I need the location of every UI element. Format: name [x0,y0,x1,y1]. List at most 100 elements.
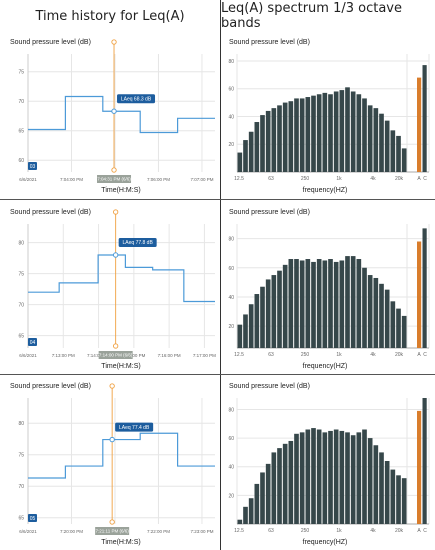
band-bar [288,101,294,172]
cursor-time-label: 7:04:31 PM (6/6) [97,177,131,182]
band-bar [277,105,282,172]
band-bar [248,131,254,172]
x-tick-label: A [417,352,421,358]
band-bar [305,429,311,524]
cursor-time-badge [98,351,133,359]
band-bar [328,94,333,172]
band-bar [362,267,367,348]
x-axis-title: Time(H:M:S) [101,539,140,546]
cursor-time-badge [97,175,132,183]
x-tick-label: C [423,352,427,358]
y-tick-label: 60 [18,158,24,164]
band-bar [305,97,311,172]
row-badge [28,338,37,346]
y-tick-label: 80 [228,237,234,243]
y-tick-label: 70 [18,99,24,105]
cursor-bottom-handle [113,343,119,349]
time-history-chart-1: Sound pressure level (dB) Time(H:M:S) 75 70… [10,39,215,194]
band-bar [260,115,265,172]
band-bar [367,438,373,524]
band-bar [265,279,271,348]
band-bar [339,90,345,172]
y-tick-label: 65 [18,129,24,135]
cursor-bottom-handle [109,519,115,525]
band-bar [294,433,299,524]
band-bar [271,275,277,348]
band-bar [294,259,299,348]
band-bar [243,314,248,348]
band-bar [311,261,316,348]
x-tick-label: 6/6/2021 [19,177,37,182]
band-bar [322,260,328,348]
x-tick-label: 20k [395,352,404,358]
time-history-chart-2: Sound pressure level (dB) Time(H:M:S) 80 75… [10,209,216,370]
band-bar [237,324,243,348]
band-bar [339,260,345,348]
y-tick-label: 40 [228,114,234,120]
x-tick-label: 250 [301,528,310,534]
band-bar [384,461,390,524]
cursor-top-handle [113,209,119,215]
band-bar [379,283,384,348]
x-tick-label: 12.5 [234,176,244,182]
x-tick-label: C [423,528,427,534]
band-bar [390,130,396,172]
y-tick-label: 20 [228,142,234,148]
x-tick-label: 7:22:00 PM [147,529,170,534]
x-tick-label: 63 [268,528,274,534]
a-weighted-bar [417,77,422,172]
x-tick-label: 12.5 [234,352,244,358]
band-bar [373,108,379,172]
y-tick-label: 75 [18,272,24,278]
band-bar [367,275,373,348]
x-tick-label: 7:13:00 PM [52,353,75,358]
row-badge-label: 05 [30,516,36,522]
x-tick-label: 7:15:00 PM [122,353,145,358]
band-bar [384,289,390,348]
band-bar [277,448,282,524]
y-tick-label: 80 [18,241,24,247]
x-tick-label: 4k [370,176,376,182]
y-tick-label: 75 [18,70,24,76]
band-bar [339,430,345,524]
x-tick-label: 63 [268,176,274,182]
x-tick-label: 12.5 [234,528,244,534]
band-bar [356,94,362,172]
band-bar [248,498,254,524]
y-tick-label: 70 [18,484,24,490]
band-bar [328,259,333,348]
band-bar [254,483,260,524]
band-bar [316,429,322,524]
column-divider [220,0,221,550]
x-axis-title: Time(H:M:S) [101,187,140,194]
x-tick-label: 7:17:00 PM [193,353,216,358]
band-bar [333,429,339,524]
y-axis-title: Sound pressure level (dB) [10,39,91,46]
band-bar [299,432,305,524]
band-bar [299,260,305,348]
x-tick-label: 250 [301,352,310,358]
band-bar [237,152,243,172]
cursor-value-badge [117,94,156,104]
x-tick-label: 6/6/2021 [19,529,37,534]
y-tick-label: 65 [18,516,24,522]
band-bar [243,506,248,524]
x-axis-title: frequency(HZ) [303,539,348,546]
a-weighted-bar [417,410,422,524]
cursor-time-label: 7:21:11 PM (6/6) [96,529,130,534]
band-bar [316,94,322,172]
band-bar [322,432,328,524]
band-bar [401,148,407,172]
band-bar [390,301,396,348]
y-tick-label: 60 [228,87,234,93]
x-tick-label: 7:04:00 PM [60,177,83,182]
cursor-value-label: LAeq 77.8 dB [123,240,154,246]
band-bar [362,98,367,172]
spectrum-chart-3: Sound pressure level (dB) frequency(HZ) 80… [228,383,430,546]
y-tick-label: 60 [228,436,234,442]
band-bar [282,102,288,172]
x-tick-label: 7:20:00 PM [60,529,83,534]
cursor-top-handle [111,39,117,45]
band-bar [265,110,271,172]
band-bar [322,92,328,172]
